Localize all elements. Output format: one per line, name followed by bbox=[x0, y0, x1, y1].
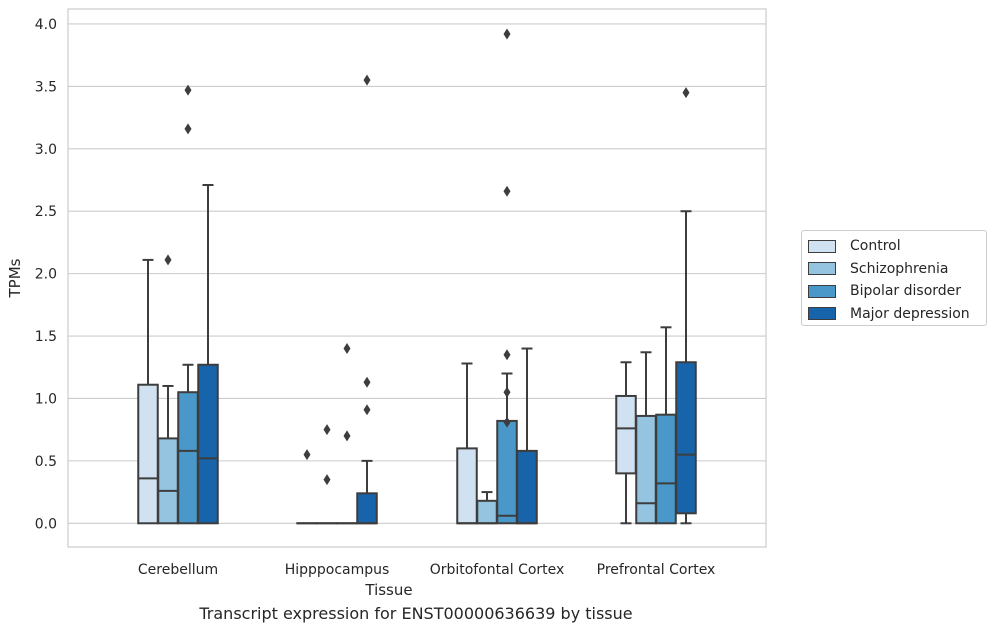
box bbox=[356, 74, 378, 525]
box bbox=[456, 362, 478, 525]
y-tick-label: 3.5 bbox=[35, 79, 57, 95]
box-series bbox=[137, 28, 697, 525]
box-body bbox=[356, 492, 378, 525]
box-body bbox=[655, 413, 677, 525]
y-tick-label: 0.0 bbox=[35, 516, 57, 532]
outlier-point bbox=[184, 84, 192, 96]
outlier-point bbox=[503, 28, 511, 40]
x-tick-labels: Cerebellum Hipppocampus Orbitofontal Corte… bbox=[138, 562, 715, 578]
box-body bbox=[615, 394, 637, 475]
box-body bbox=[516, 449, 538, 525]
box bbox=[516, 347, 538, 525]
y-tick-label: 1.0 bbox=[35, 391, 57, 407]
outlier-point bbox=[503, 349, 511, 361]
box bbox=[655, 326, 677, 525]
box bbox=[197, 184, 219, 525]
outlier-point bbox=[164, 254, 172, 266]
y-tick-label: 4.0 bbox=[35, 17, 57, 33]
y-tick-label: 3.0 bbox=[35, 142, 57, 158]
legend-swatch bbox=[808, 262, 836, 276]
x-axis-title: Tissue bbox=[364, 581, 412, 599]
outlier-point bbox=[323, 474, 331, 486]
legend-item-bipolar-disorder: Bipolar disorder bbox=[808, 280, 980, 303]
box-body bbox=[675, 361, 697, 515]
y-tick-label: 2.0 bbox=[35, 267, 57, 283]
x-tick-label: Cerebellum bbox=[138, 562, 218, 578]
legend: Control Schizophrenia Bipolar disorder M… bbox=[801, 230, 987, 326]
outlier-point bbox=[303, 449, 311, 461]
box bbox=[316, 424, 338, 525]
legend-item-schizophrenia: Schizophrenia bbox=[808, 258, 980, 281]
outlier-point bbox=[343, 343, 351, 355]
legend-label: Schizophrenia bbox=[850, 260, 949, 277]
outlier-point bbox=[503, 185, 511, 197]
box-body bbox=[137, 383, 159, 525]
box-body bbox=[635, 414, 657, 525]
legend-item-major-depression: Major depression bbox=[808, 303, 980, 326]
outlier-point bbox=[503, 386, 511, 398]
legend-label: Major depression bbox=[850, 305, 970, 322]
y-tick-label: 2.5 bbox=[35, 204, 57, 220]
x-tick-label: Hipppocampus bbox=[285, 562, 390, 578]
x-tick-label: Orbitofontal Cortex bbox=[430, 562, 565, 578]
chart-caption: Transcript expression for ENST0000063663… bbox=[199, 604, 633, 623]
y-tick-labels: 0.0 0.5 1.0 1.5 2.0 2.5 3.0 3.5 4.0 bbox=[35, 17, 57, 532]
x-tick-label: Prefrontal Cortex bbox=[597, 562, 716, 578]
y-axis-title: TPMs bbox=[6, 258, 24, 298]
outlier-point bbox=[343, 430, 351, 442]
box-body bbox=[157, 437, 179, 525]
legend-label: Control bbox=[850, 238, 901, 255]
outlier-point bbox=[363, 74, 371, 86]
box-body bbox=[197, 363, 219, 525]
y-tick-label: 0.5 bbox=[35, 454, 57, 470]
outlier-point bbox=[503, 416, 511, 428]
outlier-point bbox=[363, 404, 371, 416]
box bbox=[157, 254, 179, 525]
box bbox=[675, 87, 697, 525]
box-body bbox=[496, 419, 518, 525]
box bbox=[177, 84, 199, 525]
legend-swatch bbox=[808, 239, 836, 253]
y-tick-label: 1.5 bbox=[35, 329, 57, 345]
outlier-point bbox=[682, 87, 690, 99]
outlier-point bbox=[184, 123, 192, 135]
box-body bbox=[177, 391, 199, 525]
box-body bbox=[476, 499, 498, 525]
outlier-point bbox=[363, 376, 371, 388]
legend-item-control: Control bbox=[808, 235, 980, 258]
outlier-point bbox=[323, 424, 331, 436]
legend-label: Bipolar disorder bbox=[850, 283, 962, 300]
legend-swatch bbox=[808, 284, 836, 298]
box-body bbox=[456, 447, 478, 525]
legend-swatch bbox=[808, 307, 836, 321]
